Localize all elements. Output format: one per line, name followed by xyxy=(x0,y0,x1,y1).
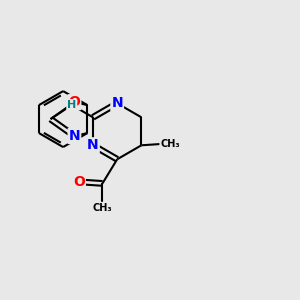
Text: N: N xyxy=(111,96,123,110)
Text: CH₃: CH₃ xyxy=(160,139,180,149)
Text: N: N xyxy=(69,129,80,143)
Text: O: O xyxy=(73,175,85,189)
Text: H: H xyxy=(67,100,76,110)
Text: CH₃: CH₃ xyxy=(93,202,112,213)
Text: N: N xyxy=(87,138,99,152)
Text: O: O xyxy=(68,95,80,109)
